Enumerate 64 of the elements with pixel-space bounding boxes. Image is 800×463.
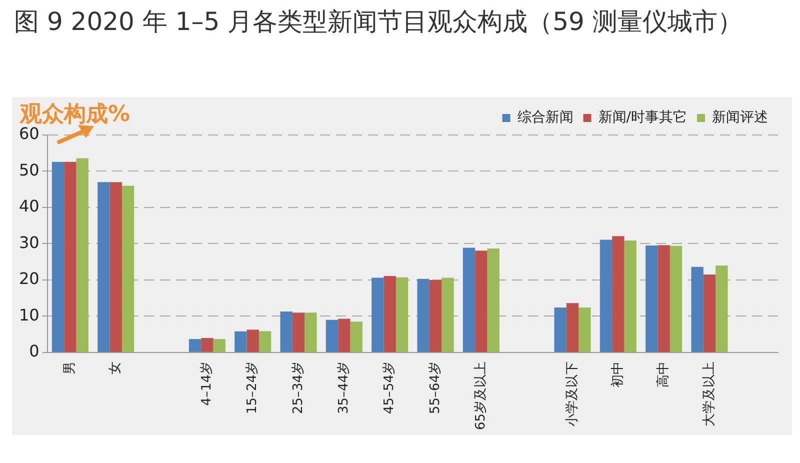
- bar: [384, 276, 396, 352]
- bar: [670, 246, 682, 352]
- bar: [554, 308, 566, 352]
- x-tick-label: 45–54岁: [382, 361, 398, 414]
- bar: [98, 182, 110, 352]
- bar: [122, 186, 134, 352]
- bar: [396, 277, 408, 352]
- bar: [213, 339, 226, 352]
- y-tick-label: 40: [19, 196, 40, 216]
- bar: [292, 312, 305, 352]
- x-tick-label: 初中: [610, 361, 626, 388]
- bar: [487, 248, 500, 352]
- x-tick-label: 35–44岁: [336, 361, 352, 414]
- x-tick-label: 25–34岁: [290, 361, 306, 414]
- bar: [372, 278, 384, 352]
- bar: [258, 331, 272, 352]
- bar: [462, 248, 476, 352]
- bar: [201, 338, 214, 352]
- y-tick-label: 50: [19, 160, 40, 180]
- x-tick-label: 小学及以下: [564, 361, 580, 426]
- bar: [350, 322, 362, 352]
- bar: [566, 303, 579, 352]
- bar: [64, 162, 76, 352]
- bar: [703, 274, 716, 352]
- y-tick-label: 10: [19, 305, 40, 324]
- bar: [578, 308, 591, 352]
- y-tick-label: 60: [19, 124, 40, 144]
- bar: [52, 162, 64, 352]
- bar: [280, 312, 292, 352]
- bar: [326, 320, 338, 352]
- y-tick-label: 20: [19, 269, 40, 288]
- bar: [417, 278, 430, 352]
- x-tick-label: 高中: [655, 361, 672, 388]
- bar: [475, 250, 488, 352]
- bar: [646, 246, 658, 352]
- bar: [76, 158, 88, 352]
- bar: [188, 339, 202, 352]
- x-tick-label: 55–64岁: [428, 361, 443, 414]
- bar: [429, 280, 442, 352]
- bar: [338, 318, 350, 352]
- x-tick-label: 女: [108, 361, 124, 374]
- x-tick-label: 15–24岁: [245, 361, 260, 414]
- bar: [716, 265, 728, 352]
- bar: [612, 236, 624, 352]
- bar: [110, 182, 122, 352]
- chart-title: 图 9 2020 年 1–5 月各类型新闻节目观众构成（59 测量仪城市）: [14, 6, 744, 38]
- x-tick-label: 4–14岁: [200, 361, 215, 406]
- bar: [234, 331, 247, 352]
- bar: [658, 245, 670, 352]
- x-tick-label: 65岁及以上: [474, 361, 489, 430]
- x-tick-label: 男: [62, 361, 78, 374]
- x-tick-label: 大学及以上: [702, 361, 717, 426]
- bar: [624, 240, 636, 352]
- bar: [304, 312, 317, 352]
- y-axis-title: 观众构成%: [20, 101, 130, 127]
- legend-label: 新闻评述: [712, 110, 768, 126]
- bar: [442, 278, 454, 352]
- bar: [691, 266, 704, 352]
- bar: [600, 240, 612, 352]
- legend-label: 新闻/时事其它: [598, 110, 687, 126]
- bar: [246, 330, 259, 352]
- legend-label: 综合新闻: [517, 110, 574, 126]
- y-tick-label: 0: [29, 342, 40, 361]
- y-tick-label: 30: [19, 232, 40, 252]
